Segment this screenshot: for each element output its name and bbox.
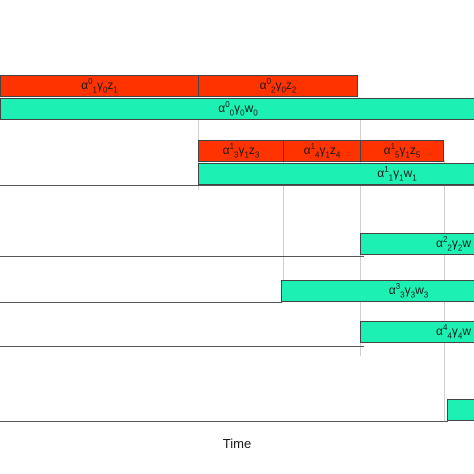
- track-line: [0, 185, 474, 186]
- track-line: [0, 346, 364, 347]
- track-line: [0, 256, 364, 257]
- guide-line: [360, 98, 361, 356]
- track-line: [0, 302, 282, 303]
- bar-alpha14-gamma1-z4: α14γ1z4: [283, 140, 361, 162]
- bar-label: α01γ0z1: [81, 77, 118, 95]
- bar-label: α44γ4w: [436, 323, 471, 341]
- bar-alpha01-gamma0-z1: α01γ0z1: [0, 75, 199, 97]
- axis-label-time: Time: [222, 436, 252, 451]
- bar-alpha22-gamma2-w2: α22γ2w: [360, 233, 474, 255]
- bar-alpha15-gamma1-z5: α15γ1z5: [360, 140, 444, 162]
- guide-line: [283, 160, 284, 285]
- bar-label: α33γ3w3: [388, 282, 429, 300]
- bar-label: α15γ1z5: [383, 142, 421, 160]
- bar-alpha11-gamma1-w1: α11γ1w1: [198, 163, 474, 185]
- track-line: [0, 421, 448, 422]
- bar-label: α00γ0w0: [218, 100, 258, 118]
- bar-alpha00-gamma0-w0: α00γ0w0: [0, 98, 474, 120]
- bar-alpha44-gamma4-w4: α44γ4w: [360, 321, 474, 343]
- bar-alpha02-gamma0-z2: α02γ0z2: [198, 75, 358, 97]
- bar-alpha33-gamma3-w3: α33γ3w3: [281, 280, 474, 302]
- bar-label: α02γ0z2: [259, 77, 297, 95]
- bar-partial-row6: [447, 399, 474, 421]
- bar-label: α11γ1w1: [377, 165, 417, 183]
- bar-label: α22γ2w: [436, 235, 471, 253]
- bar-label: α13γ1z3: [222, 142, 260, 160]
- bar-alpha13-gamma1-z3: α13γ1z3: [198, 140, 284, 162]
- bar-label: α14γ1z4: [303, 142, 341, 160]
